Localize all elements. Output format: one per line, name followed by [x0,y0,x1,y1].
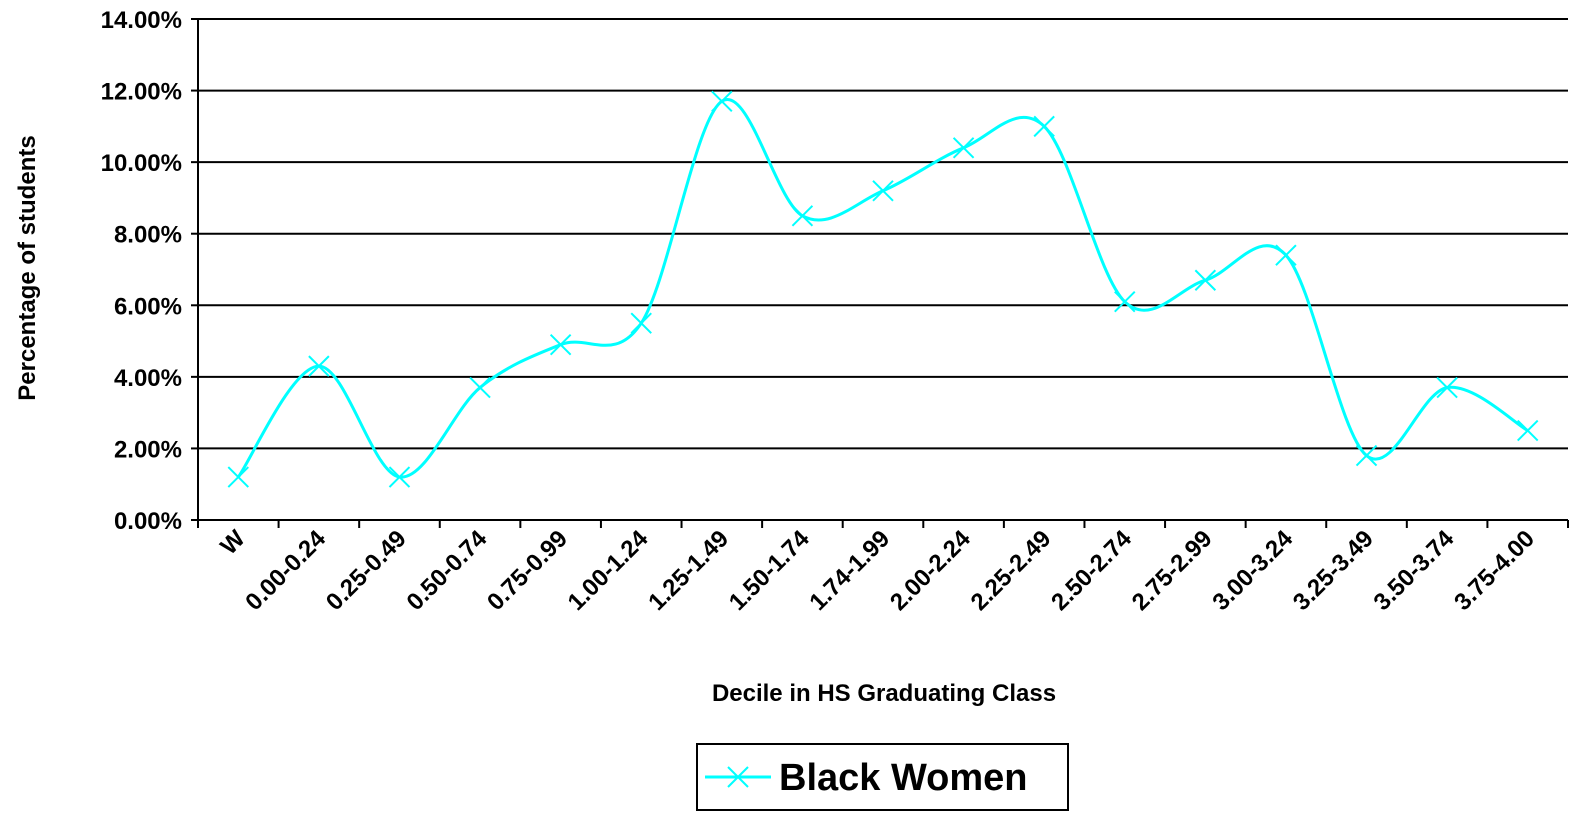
marker-stroke [308,355,330,377]
data-point-marker [711,90,733,113]
marker-stroke [872,180,894,202]
x-tick-label: W [215,525,250,560]
data-point-marker [469,376,491,399]
x-tick-label: 2.25-2.49 [966,525,1057,616]
legend-label-black-women: Black Women [779,757,1027,799]
x-tick-labels: W0.00-0.240.25-0.490.50-0.740.75-0.991.0… [215,525,1540,616]
x-tick-label: 3.25-3.49 [1288,525,1379,616]
gridlines [191,18,1568,521]
x-tick-label: 1.25-1.49 [643,525,734,616]
x-tick-label: 3.00-3.24 [1207,525,1298,616]
data-point-marker [1275,244,1297,266]
x-tick-label: 1.00-1.24 [563,525,654,616]
x-tick-label: 2.75-2.99 [1127,525,1218,616]
y-tick-label: 8.00% [114,222,182,249]
marker-stroke [711,90,733,113]
data-point-marker [388,466,411,488]
legend-marker [727,766,749,788]
x-tick-label: 2.50-2.74 [1046,525,1137,616]
legend: Black Women [696,743,1069,811]
x-tick-label: 0.25-0.49 [321,525,412,616]
y-tick-labels: 0.00% 2.00% 4.00% 6.00% 8.00% 10.00% 12.00% 14.… [101,7,182,535]
marker-stroke [630,312,652,334]
marker-stroke [1275,244,1297,266]
legend-marker-stroke [727,766,749,788]
x-tick-label: 0.75-0.99 [482,525,573,616]
x-tick-label: 3.50-3.74 [1369,525,1460,616]
axes [197,19,1569,528]
x-tick-label: 0.00-0.24 [240,525,331,616]
data-point-marker [1114,291,1136,313]
marker-stroke [1033,115,1055,138]
data-point-marker [630,312,652,334]
marker-stroke [1516,419,1539,442]
data-point-marker [549,333,572,356]
data-point-marker [1355,444,1378,467]
data-point-marker [872,180,894,202]
marker-stroke [791,205,814,227]
marker-stroke [1114,291,1136,313]
marker-stroke [227,466,250,488]
series-layer [227,90,1539,488]
marker-stroke [549,333,572,356]
y-tick-label: 14.00% [101,7,182,34]
data-point-marker [227,466,250,488]
y-tick-label: 6.00% [114,293,182,320]
y-axis-title: Percentage of students [14,135,41,400]
marker-stroke [469,376,491,399]
y-tick-label: 10.00% [101,150,182,177]
series-line-0 [237,98,1529,479]
y-tick-label: 2.00% [114,436,182,463]
x-tick-label: 0.50-0.74 [401,525,492,616]
marker-stroke [1436,376,1458,399]
data-point-marker [1194,269,1217,291]
y-tick-label: 12.00% [101,79,182,106]
y-tick-label: 0.00% [114,508,182,535]
data-point-marker [308,355,330,377]
data-point-marker [791,205,814,227]
x-tick-label: 1.74-1.99 [804,525,895,616]
marker-stroke [388,466,411,488]
x-tick-label: 2.00-2.24 [885,525,976,616]
marker-stroke [952,137,975,159]
marker-stroke [1355,444,1378,467]
data-point-marker [952,137,975,159]
marker-stroke [1194,269,1217,291]
x-axis-title: Decile in HS Graduating Class [712,680,1056,707]
data-point-marker [1516,419,1539,442]
x-tick-label: 3.75-4.00 [1449,525,1540,616]
y-tick-label: 4.00% [114,365,182,392]
x-tick-label: 1.50-1.74 [724,525,815,616]
data-point-marker [1436,376,1458,399]
data-point-marker [1033,115,1055,138]
